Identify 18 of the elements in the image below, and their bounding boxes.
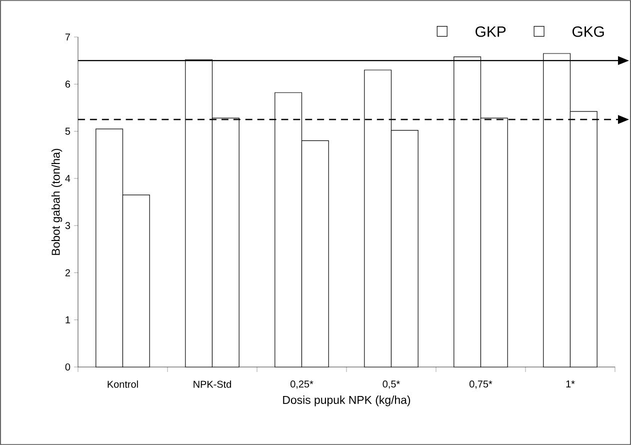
- y-tick-label: 7: [65, 34, 70, 40]
- legend-label: GKG: [572, 26, 604, 37]
- x-tick-label: 0,75*: [470, 380, 492, 389]
- y-tick-label: 1: [66, 316, 70, 324]
- x-tick-label: Kontrol: [108, 380, 138, 388]
- y-tick-label: 3: [65, 222, 70, 230]
- y-tick-label: 2: [65, 269, 70, 276]
- y-tick-label: 5: [65, 128, 70, 135]
- x-tick-label: 1*: [566, 380, 575, 388]
- x-tick-label: 0,25*: [290, 380, 314, 389]
- legend-label: GKP: [476, 26, 506, 37]
- x-tick-label: 0,5*: [382, 380, 400, 389]
- x-axis-title: Dosis pupuk NPK (kg/ha): [283, 396, 410, 406]
- x-tick-label: NPK-Std: [194, 380, 231, 388]
- y-tick-label: 6: [65, 80, 70, 88]
- y-tick-label: 0: [65, 363, 70, 371]
- y-tick-label: 4: [65, 174, 70, 182]
- y-axis-title: Bobot gabah (ton/ha): [51, 148, 62, 255]
